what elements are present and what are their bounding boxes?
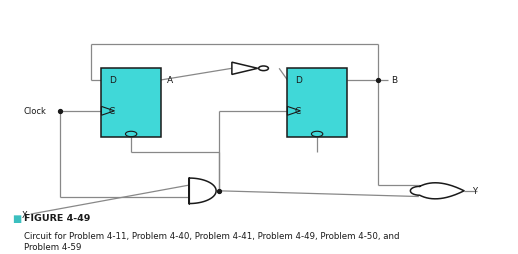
FancyBboxPatch shape: [102, 69, 161, 137]
Text: C: C: [109, 107, 115, 116]
Text: Clock: Clock: [24, 107, 47, 116]
Text: D: D: [109, 76, 116, 85]
Text: C: C: [295, 107, 301, 116]
Text: ■: ■: [12, 213, 21, 223]
Text: X: X: [21, 210, 27, 219]
Text: FIGURE 4-49: FIGURE 4-49: [24, 213, 90, 222]
Text: D: D: [295, 76, 301, 85]
FancyBboxPatch shape: [287, 69, 347, 137]
Text: A: A: [167, 76, 173, 85]
Text: Circuit for Problem 4-11, Problem 4-40, Problem 4-41, Problem 4-49, Problem 4-50: Circuit for Problem 4-11, Problem 4-40, …: [24, 231, 399, 251]
Polygon shape: [189, 178, 216, 204]
Polygon shape: [410, 183, 464, 199]
Text: B: B: [391, 76, 397, 85]
Text: Y: Y: [472, 187, 477, 196]
